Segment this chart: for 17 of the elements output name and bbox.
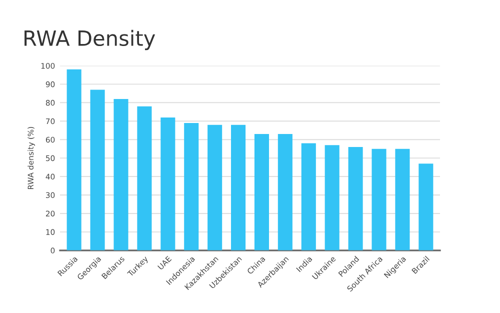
- bar: [208, 124, 222, 250]
- bar: [418, 164, 434, 250]
- bar: [137, 106, 152, 250]
- bar: [90, 90, 105, 250]
- bar: [301, 143, 316, 250]
- bar: [254, 134, 269, 250]
- bar: [395, 148, 410, 250]
- bar: [184, 122, 199, 250]
- bar: [160, 117, 176, 250]
- chart-title: RWA Density: [24, 30, 156, 50]
- bar: [348, 146, 363, 250]
- bar: [114, 98, 128, 250]
- bar: [66, 69, 82, 250]
- bar: [231, 124, 246, 250]
- bar: [372, 148, 386, 250]
- bar: [278, 134, 292, 250]
- bar: [324, 145, 340, 250]
